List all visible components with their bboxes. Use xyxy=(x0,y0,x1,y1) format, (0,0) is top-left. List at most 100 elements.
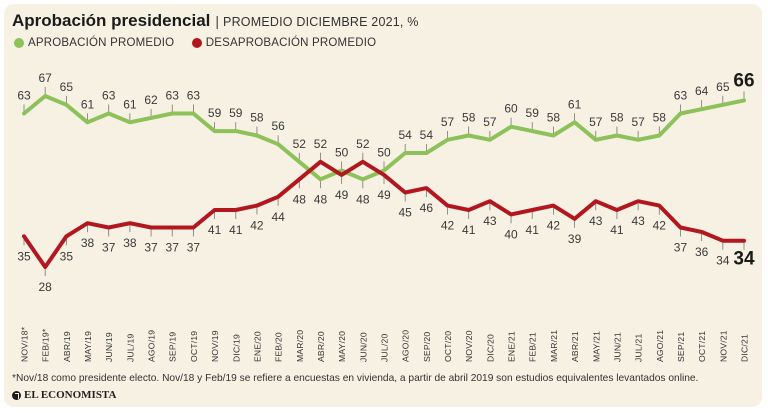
x-tick-label-20: OCT/20 xyxy=(443,331,453,362)
legend-approval-swatch-icon xyxy=(14,38,24,48)
data-label-disapproval-7: 37 xyxy=(166,241,180,255)
data-label-disapproval-25: 42 xyxy=(547,219,561,233)
data-label-approval-19: 54 xyxy=(420,128,434,142)
data-label-disapproval-29: 43 xyxy=(631,214,645,228)
x-tick-label-24: FEB/21 xyxy=(528,332,538,362)
x-tick-label-34: DIC/21 xyxy=(740,334,750,362)
x-tick-label-17: JUL/20 xyxy=(380,334,390,362)
x-tick-label-8: OCT/19 xyxy=(189,331,199,362)
x-tick-label-29: JUL/21 xyxy=(634,334,644,362)
data-label-disapproval-34: 34 xyxy=(733,249,755,270)
x-tick-label-22: DIC/20 xyxy=(485,334,495,362)
data-label-disapproval-16: 52 xyxy=(356,137,370,151)
x-tick-label-16: JUN/20 xyxy=(358,332,368,362)
x-tick-label-27: MAY/21 xyxy=(591,331,601,362)
data-label-approval-24: 59 xyxy=(526,106,540,120)
data-label-disapproval-18: 45 xyxy=(398,205,412,219)
data-label-approval-33: 65 xyxy=(716,80,730,94)
data-label-approval-10: 59 xyxy=(229,106,243,120)
data-label-approval-30: 58 xyxy=(653,110,667,124)
x-tick-label-15: MAY/20 xyxy=(337,331,347,362)
data-label-approval-8: 63 xyxy=(187,89,201,103)
series-line-approval xyxy=(22,94,746,182)
data-label-approval-22: 57 xyxy=(483,115,497,129)
x-tick-label-12: FEB/20 xyxy=(274,332,284,362)
chart-header: Aprobación presidencial | PROMEDIO DICIEMB… xyxy=(12,11,419,32)
x-tick-label-4: JUN/19 xyxy=(104,332,114,362)
data-label-disapproval-4: 37 xyxy=(102,241,116,255)
data-label-approval-4: 63 xyxy=(102,89,116,103)
data-label-approval-7: 63 xyxy=(166,89,180,103)
x-tick-label-2: ABR/19 xyxy=(62,331,72,362)
data-label-approval-0: 63 xyxy=(17,89,31,103)
x-tick-label-21: NOV/20 xyxy=(464,330,474,362)
data-label-approval-17: 50 xyxy=(377,146,391,160)
data-label-disapproval-28: 41 xyxy=(610,223,624,237)
data-label-approval-14: 48 xyxy=(314,192,328,206)
data-label-approval-11: 58 xyxy=(250,110,264,124)
data-label-approval-16: 48 xyxy=(356,192,370,206)
data-label-disapproval-31: 37 xyxy=(674,241,688,255)
chart-legend: APROBACIÓN PROMEDIO DESAPROBACIÓN PROMED… xyxy=(14,37,390,51)
x-tick-label-9: NOV/19 xyxy=(210,330,220,362)
data-label-disapproval-30: 42 xyxy=(653,219,667,233)
data-label-approval-20: 57 xyxy=(441,115,455,129)
legend-approval-label: APROBACIÓN PROMEDIO xyxy=(28,37,175,49)
series-line-disapproval xyxy=(22,159,746,269)
data-label-disapproval-10: 41 xyxy=(229,223,243,237)
chart-title: Aprobación presidencial xyxy=(12,11,211,30)
legend-disapproval-label: DESAPROBACIÓN PROMEDIO xyxy=(205,37,377,49)
x-tick-label-33: NOV/21 xyxy=(718,330,728,362)
x-tick-label-5: JUL/19 xyxy=(125,334,135,362)
data-label-approval-18: 54 xyxy=(398,128,412,142)
data-label-approval-5: 61 xyxy=(123,97,137,111)
data-label-approval-1: 67 xyxy=(38,71,52,85)
data-label-approval-26: 61 xyxy=(568,97,582,111)
data-label-approval-29: 57 xyxy=(631,115,645,129)
data-label-approval-2: 65 xyxy=(60,80,74,94)
data-label-disapproval-12: 44 xyxy=(271,210,285,224)
data-label-disapproval-5: 38 xyxy=(123,236,137,250)
x-tick-label-14: ABR/20 xyxy=(316,331,326,362)
x-tick-label-1: FEB/19* xyxy=(41,328,51,362)
data-label-disapproval-20: 42 xyxy=(441,219,455,233)
data-label-approval-28: 58 xyxy=(610,110,624,124)
data-label-approval-12: 56 xyxy=(271,119,285,133)
data-label-disapproval-19: 46 xyxy=(420,201,434,215)
data-label-disapproval-21: 41 xyxy=(462,223,476,237)
x-tick-label-31: SEP/21 xyxy=(676,332,686,362)
legend-item-disapproval: DESAPROBACIÓN PROMEDIO xyxy=(191,37,377,49)
x-tick-label-25: MAR/21 xyxy=(549,330,559,362)
data-label-approval-13: 52 xyxy=(293,137,307,151)
data-label-disapproval-0: 35 xyxy=(17,249,31,263)
data-label-approval-32: 64 xyxy=(695,84,709,98)
data-label-disapproval-6: 37 xyxy=(144,241,158,255)
data-label-disapproval-26: 39 xyxy=(568,232,582,246)
x-tick-label-19: SEP/20 xyxy=(422,332,432,362)
chart-subtitle: PROMEDIO DICIEMBRE 2021, % xyxy=(223,15,419,29)
data-label-approval-3: 61 xyxy=(81,97,95,111)
x-tick-label-26: ABR/21 xyxy=(570,331,580,362)
x-tick-label-10: DIC/19 xyxy=(231,334,241,362)
data-label-disapproval-8: 37 xyxy=(187,241,201,255)
data-label-approval-15: 50 xyxy=(335,146,349,160)
x-tick-label-32: OCT/21 xyxy=(697,331,707,362)
data-label-disapproval-13: 48 xyxy=(293,192,307,206)
data-label-disapproval-3: 38 xyxy=(81,236,95,250)
legend-item-approval: APROBACIÓN PROMEDIO xyxy=(14,37,174,49)
x-tick-label-3: MAY/19 xyxy=(83,331,93,362)
legend-disapproval-swatch-icon xyxy=(191,38,202,48)
data-label-disapproval-11: 42 xyxy=(250,219,264,233)
data-label-disapproval-27: 43 xyxy=(589,214,603,228)
x-tick-label-23: ENE/21 xyxy=(507,331,517,362)
data-label-disapproval-22: 43 xyxy=(483,214,497,228)
data-label-approval-27: 57 xyxy=(589,115,603,129)
x-tick-label-28: JUN/21 xyxy=(612,332,622,362)
data-label-disapproval-15: 49 xyxy=(335,188,349,202)
data-label-disapproval-14: 52 xyxy=(314,137,328,151)
data-label-approval-9: 59 xyxy=(208,106,222,120)
source-label: EL ECONOMISTA xyxy=(24,389,117,401)
data-label-disapproval-23: 40 xyxy=(504,227,518,241)
x-tick-label-13: MAR/20 xyxy=(295,330,305,362)
